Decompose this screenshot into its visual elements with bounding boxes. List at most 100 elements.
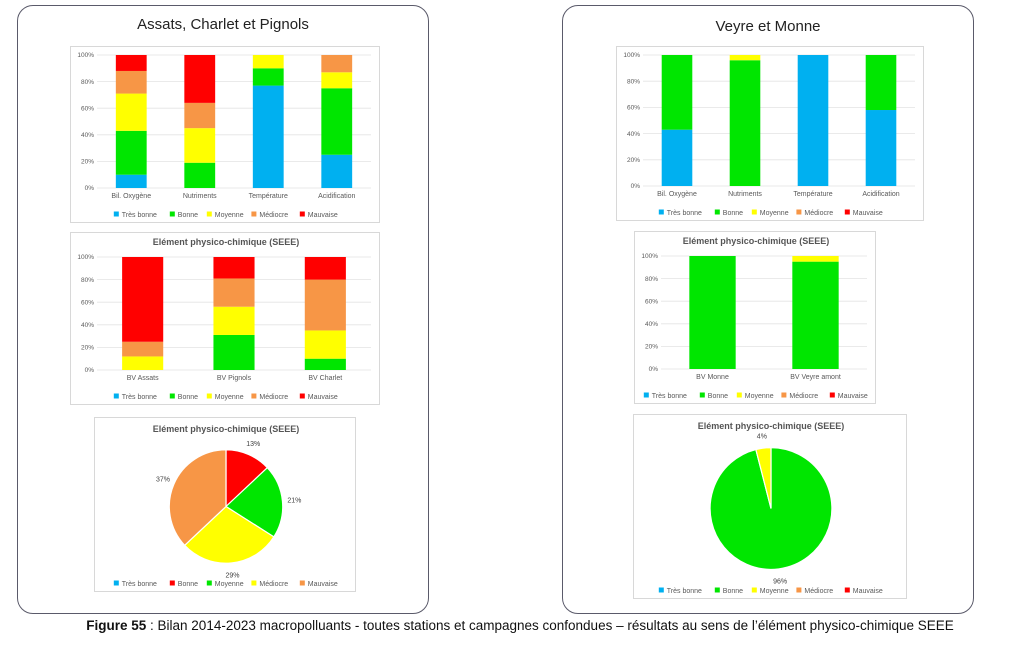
chart-title: Elément physico-chimique (SEEE) [153,237,300,247]
chart-title: Elément physico-chimique (SEEE) [153,424,300,434]
legend-swatch-mediocre [796,587,802,593]
pie-data-label-4: 37% [156,477,170,484]
legend-swatch-bonne [714,587,720,593]
legend-swatch-mediocre [251,393,257,399]
x-tick-label: Température [793,191,832,198]
x-tick-label: Acidification [862,191,899,198]
bar-nutriments-mediocre [184,102,216,129]
bar-bil-oxygene-bonne [661,55,693,130]
legend: Très bonne Bonne Moyenne Médiocre Mauvaise [643,392,868,400]
bar-bv-charlet-mediocre [304,279,346,331]
pie-data-label-3: 29% [225,572,239,579]
bar-temperature-bonne [252,68,284,86]
legend-label-moyenne: Moyenne [745,393,774,400]
y-tick-label: 100% [641,253,658,260]
bar-bv-assats-moyenne [122,356,164,370]
pie-slice-3 [183,505,275,564]
x-tick-label: Température [249,193,288,200]
legend-swatch-tres-bonne [658,209,664,215]
y-tick-label: 0% [631,183,641,190]
legend-swatch-tres-bonne [643,392,649,398]
chart-svg: Elément physico-chimique (SEEE) 96% 4% Très… [658,421,883,595]
legend-label-mediocre: Médiocre [804,588,833,595]
x-tick-label: BV Charlet [308,375,342,382]
legend-swatch-mauvaise [844,209,850,215]
bar-nutriments-moyenne [184,128,216,163]
y-tick-label: 20% [627,157,640,164]
pie-data-label-1: 96% [773,578,787,585]
y-tick-label: 0% [649,366,659,373]
legend-label-mauvaise: Mauvaise [853,210,883,217]
bar-bv-pignols-bonne [213,334,255,370]
y-tick-label: 40% [81,322,94,329]
legend-swatch-mauvaise [829,392,835,398]
legend-swatch-moyenne [751,587,757,593]
legend-swatch-bonne [699,392,705,398]
chart-title: Elément physico-chimique (SEEE) [698,421,845,431]
y-tick-label: 20% [81,159,94,166]
bar-bv-charlet-mauvaise [304,257,346,280]
legend-label-mediocre: Médiocre [259,212,288,219]
y-tick-label: 80% [627,78,640,85]
bar-bv-charlet-bonne [304,358,346,370]
pie-data-label-2: 4% [757,434,767,441]
legend-swatch-bonne [169,393,175,399]
pie-data-label-1: 13% [246,441,260,448]
legend-label-mediocre: Médiocre [259,581,288,588]
chart-acp-params: 0% 20% 40% 60% 80% 100% Bil. Oxygène Nutriments… [70,46,380,223]
chart-title: Elément physico-chimique (SEEE) [683,236,830,246]
chart-vm-params: 0% 20% 40% 60% 80% 100% Bil. Oxygène Nutriments… [616,46,924,221]
bar-acidification-bonne [865,55,897,111]
y-tick-label: 80% [81,79,94,86]
legend-label-moyenne: Moyenne [760,210,789,217]
y-tick-label: 100% [77,52,94,59]
legend-label-mauvaise: Mauvaise [838,393,868,400]
legend-swatch-mauvaise [844,587,850,593]
bar-nutriments-mauvaise [184,55,216,103]
y-tick-label: 80% [81,277,94,284]
y-tick-label: 80% [645,276,658,283]
legend-swatch-moyenne [206,580,212,586]
chart-svg: Elément physico-chimique (SEEE) 13% 21% 29%… [113,424,338,588]
legend-label-tres-bonne: Très bonne [667,210,702,217]
bar-temperature-moyenne [252,55,284,69]
legend-label-moyenne: Moyenne [215,212,244,219]
bar-bv-veyre-amont-bonne [792,261,839,369]
chart-vm-stations: Elément physico-chimique (SEEE) 0% 20% 40% 6… [634,231,876,404]
chart-svg: Elément physico-chimique (SEEE) 0% 20% 40% 6… [641,236,868,400]
x-tick-label: BV Pignols [217,375,252,382]
legend: Très bonne Bonne Moyenne Médiocre Mauvaise [113,393,338,401]
figure-caption-text: : Bilan 2014-2023 macropolluants - toute… [146,618,954,633]
chart-svg: 0% 20% 40% 60% 80% 100% Bil. Oxygène Nutriments… [623,52,915,217]
legend-swatch-mediocre [796,209,802,215]
legend: Très bonne Bonne Moyenne Médiocre Mauvaise [113,580,338,588]
legend-swatch-moyenne [736,392,742,398]
pie-data-label-2: 21% [287,498,301,505]
bar-bv-pignols-moyenne [213,306,255,335]
pie-slice-4 [168,449,227,547]
figure-caption: Figure 55 : Bilan 2014-2023 macropolluan… [20,617,1020,635]
pie-slice-2 [755,446,772,509]
legend: Très bonne Bonne Moyenne Médiocre Mauvaise [658,209,883,217]
x-tick-label: Nutriments [183,193,217,200]
x-tick-label: Acidification [318,193,355,200]
bar-acidification-moyenne [321,72,353,89]
bar-bil-oxygene-tres-bonne [115,174,147,188]
bar-acidification-tres-bonne [865,110,897,186]
y-tick-label: 60% [81,105,94,112]
legend-label-moyenne: Moyenne [215,581,244,588]
legend-label-bonne: Bonne [178,581,198,588]
y-tick-label: 60% [645,298,658,305]
panel-title: Assats, Charlet et Pignols [137,16,309,33]
bar-bil-oxygene-tres-bonne [661,129,693,186]
panel-title: Veyre et Monne [715,18,821,35]
bar-bv-charlet-moyenne [304,330,346,359]
x-tick-label: Bil. Oxygène [111,193,151,200]
chart-acp-pie: Elément physico-chimique (SEEE) 13% 21% 29%… [94,417,356,592]
legend-label-mauvaise: Mauvaise [308,581,338,588]
bar-bv-pignols-mauvaise [213,257,255,279]
legend-swatch-tres-bonne [113,580,119,586]
legend-swatch-moyenne [206,393,212,399]
legend-label-bonne: Bonne [723,210,743,217]
legend-label-bonne: Bonne [708,393,728,400]
